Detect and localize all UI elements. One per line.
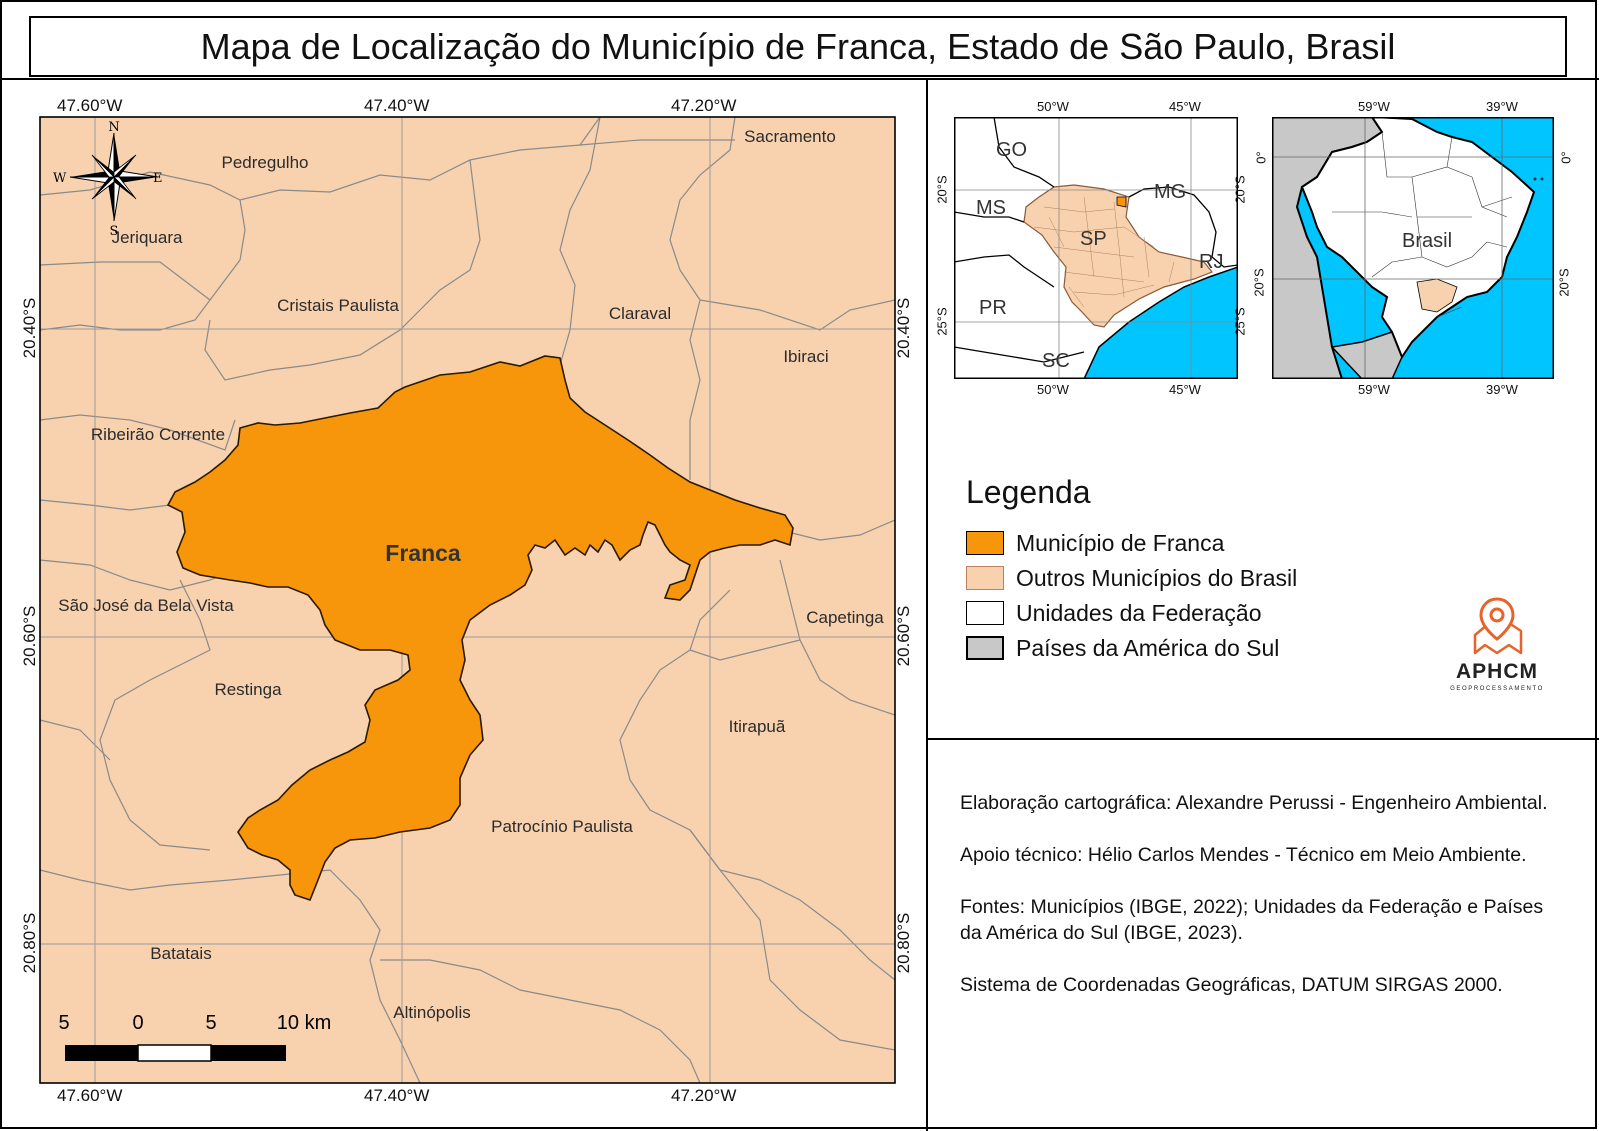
label-sao-jose-da-bela-vista: São José da Bela Vista — [58, 596, 234, 615]
scale-bar: 5 0 5 10 km — [58, 1012, 331, 1062]
map-title: Mapa de Localização do Município de Fran… — [29, 16, 1567, 77]
coord-bottom-1: 47.60°W — [57, 1086, 123, 1105]
credits-block: Elaboração cartográfica: Alexandre Perus… — [960, 790, 1570, 1024]
scale-label-0: 0 — [132, 1012, 143, 1034]
label-patrocinio-paulista: Patrocínio Paulista — [491, 817, 633, 836]
inset1-left-1: 20°S — [934, 175, 950, 204]
inset2-left-1: 0° — [1253, 151, 1269, 164]
label-batatais: Batatais — [150, 944, 211, 963]
legend-title: Legenda — [966, 474, 1091, 510]
legend-item-uf: Unidades da Federação — [966, 598, 1262, 628]
label-pr: PR — [979, 297, 1007, 319]
credit-crs: Sistema de Coordenadas Geográficas, DATU… — [960, 974, 1503, 996]
franca-municipality — [166, 355, 794, 901]
label-franca: Franca — [385, 540, 461, 566]
compass-w: W — [53, 171, 67, 186]
label-ribeirao-corrente: Ribeirão Corrente — [91, 425, 225, 444]
inset2-right-2: 20°S — [1556, 268, 1572, 297]
compass-e: E — [153, 171, 163, 186]
label-mg: MG — [1154, 181, 1186, 203]
main-map-border — [39, 116, 896, 1084]
municipal-boundaries — [40, 117, 895, 1083]
label-itirapua: Itirapuã — [729, 717, 786, 736]
north-arrow-icon: N S E W — [53, 120, 163, 239]
compass-n: N — [108, 120, 119, 135]
coord-right-1: 20.40°S — [894, 297, 913, 359]
label-ms: MS — [976, 197, 1006, 219]
inset2-bottom-1: 59°W — [1358, 382, 1390, 397]
inset1-top-1: 50°W — [1037, 99, 1069, 114]
credit-support: Apoio técnico: Hélio Carlos Mendes - Téc… — [960, 844, 1527, 866]
coord-right-2: 20.60°S — [894, 605, 913, 667]
scale-label-5: 5 — [205, 1012, 216, 1034]
coord-bottom-3: 47.20°W — [671, 1086, 737, 1105]
label-jeriquara: Jeriquara — [112, 228, 183, 247]
legend-item-franca: Município de Franca — [966, 528, 1224, 558]
aphcm-logo: APHCM GEOPROCESSAMENTO — [1442, 595, 1552, 695]
divider-vertical — [926, 78, 928, 1131]
label-restinga: Restinga — [214, 680, 282, 699]
legend-label-uf: Unidades da Federação — [1016, 599, 1262, 626]
label-rj: RJ — [1199, 251, 1223, 273]
scale-label-10km: 10 km — [277, 1012, 331, 1034]
municipality-labels: Sacramento Pedregulho Jeriquara Cristais… — [58, 127, 884, 1022]
compass-s: S — [110, 224, 119, 239]
inset2-bottom-2: 39°W — [1486, 382, 1518, 397]
logo-name: APHCM — [1456, 660, 1538, 683]
label-cristais-paulista: Cristais Paulista — [277, 296, 399, 315]
inset2-right-1: 0° — [1558, 151, 1574, 164]
map-pin-icon — [1473, 597, 1523, 655]
legend-swatch-franca — [966, 531, 1004, 555]
inset2-top-1: 59°W — [1358, 99, 1390, 114]
title-text: Mapa de Localização do Município de Fran… — [200, 25, 1396, 67]
inset1-left-2: 25°S — [934, 307, 950, 336]
legend-swatch-paises — [966, 636, 1004, 660]
coord-left-2: 20.60°S — [20, 605, 39, 667]
legend-item-outros: Outros Municípios do Brasil — [966, 563, 1297, 593]
legend-label-franca: Município de Franca — [1016, 529, 1225, 556]
coord-left-3: 20.80°S — [20, 912, 39, 974]
inset-state-map: GO MS MG SP RJ PR SC — [954, 117, 1238, 379]
legend-swatch-uf — [966, 601, 1004, 625]
label-altinopolis: Altinópolis — [393, 1003, 471, 1022]
inset-brazil-map: Brasil — [1272, 117, 1554, 379]
inset1-top-2: 45°W — [1169, 99, 1201, 114]
credit-sources: Fontes: Municípios (IBGE, 2022); Unidade… — [960, 896, 1544, 944]
inset2-left-2: 20°S — [1251, 268, 1267, 297]
legend-label-paises: Países da América do Sul — [1016, 634, 1280, 661]
divider-right — [926, 738, 1599, 740]
inset1-bottom-2: 45°W — [1169, 382, 1201, 397]
inset1-bottom-1: 50°W — [1037, 382, 1069, 397]
label-sacramento: Sacramento — [744, 127, 836, 146]
inset1-right-1: 20°S — [1232, 175, 1248, 204]
graticule — [40, 117, 895, 1083]
coord-top-2: 47.40°W — [364, 96, 430, 115]
coord-right-3: 20.80°S — [894, 912, 913, 974]
coord-top-1: 47.60°W — [57, 96, 123, 115]
scale-label-5-left: 5 — [58, 1012, 69, 1034]
sp-state — [1023, 184, 1213, 328]
label-capetinga: Capetinga — [806, 608, 884, 627]
coord-left-1: 20.40°S — [20, 297, 39, 359]
main-map: Sacramento Pedregulho Jeriquara Cristais… — [39, 116, 896, 1084]
brazil-country — [1300, 117, 1536, 360]
label-sp: SP — [1080, 228, 1107, 250]
coord-bottom-2: 47.40°W — [364, 1086, 430, 1105]
legend-item-paises: Países da América do Sul — [966, 633, 1279, 663]
divider-top — [0, 78, 1599, 80]
legend-swatch-outros — [966, 566, 1004, 590]
coord-top-3: 47.20°W — [671, 96, 737, 115]
inset2-top-2: 39°W — [1486, 99, 1518, 114]
credit-author: Elaboração cartográfica: Alexandre Perus… — [960, 792, 1548, 814]
label-sc: SC — [1042, 350, 1070, 372]
label-pedregulho: Pedregulho — [222, 153, 309, 172]
inset1-right-2: 25°S — [1232, 307, 1248, 336]
legend-label-outros: Outros Municípios do Brasil — [1016, 564, 1298, 591]
label-ibiraci: Ibiraci — [783, 347, 828, 366]
label-brasil: Brasil — [1402, 230, 1452, 252]
label-go: GO — [996, 139, 1027, 161]
logo-subtitle: GEOPROCESSAMENTO — [1450, 686, 1544, 692]
label-claraval: Claraval — [609, 304, 671, 323]
